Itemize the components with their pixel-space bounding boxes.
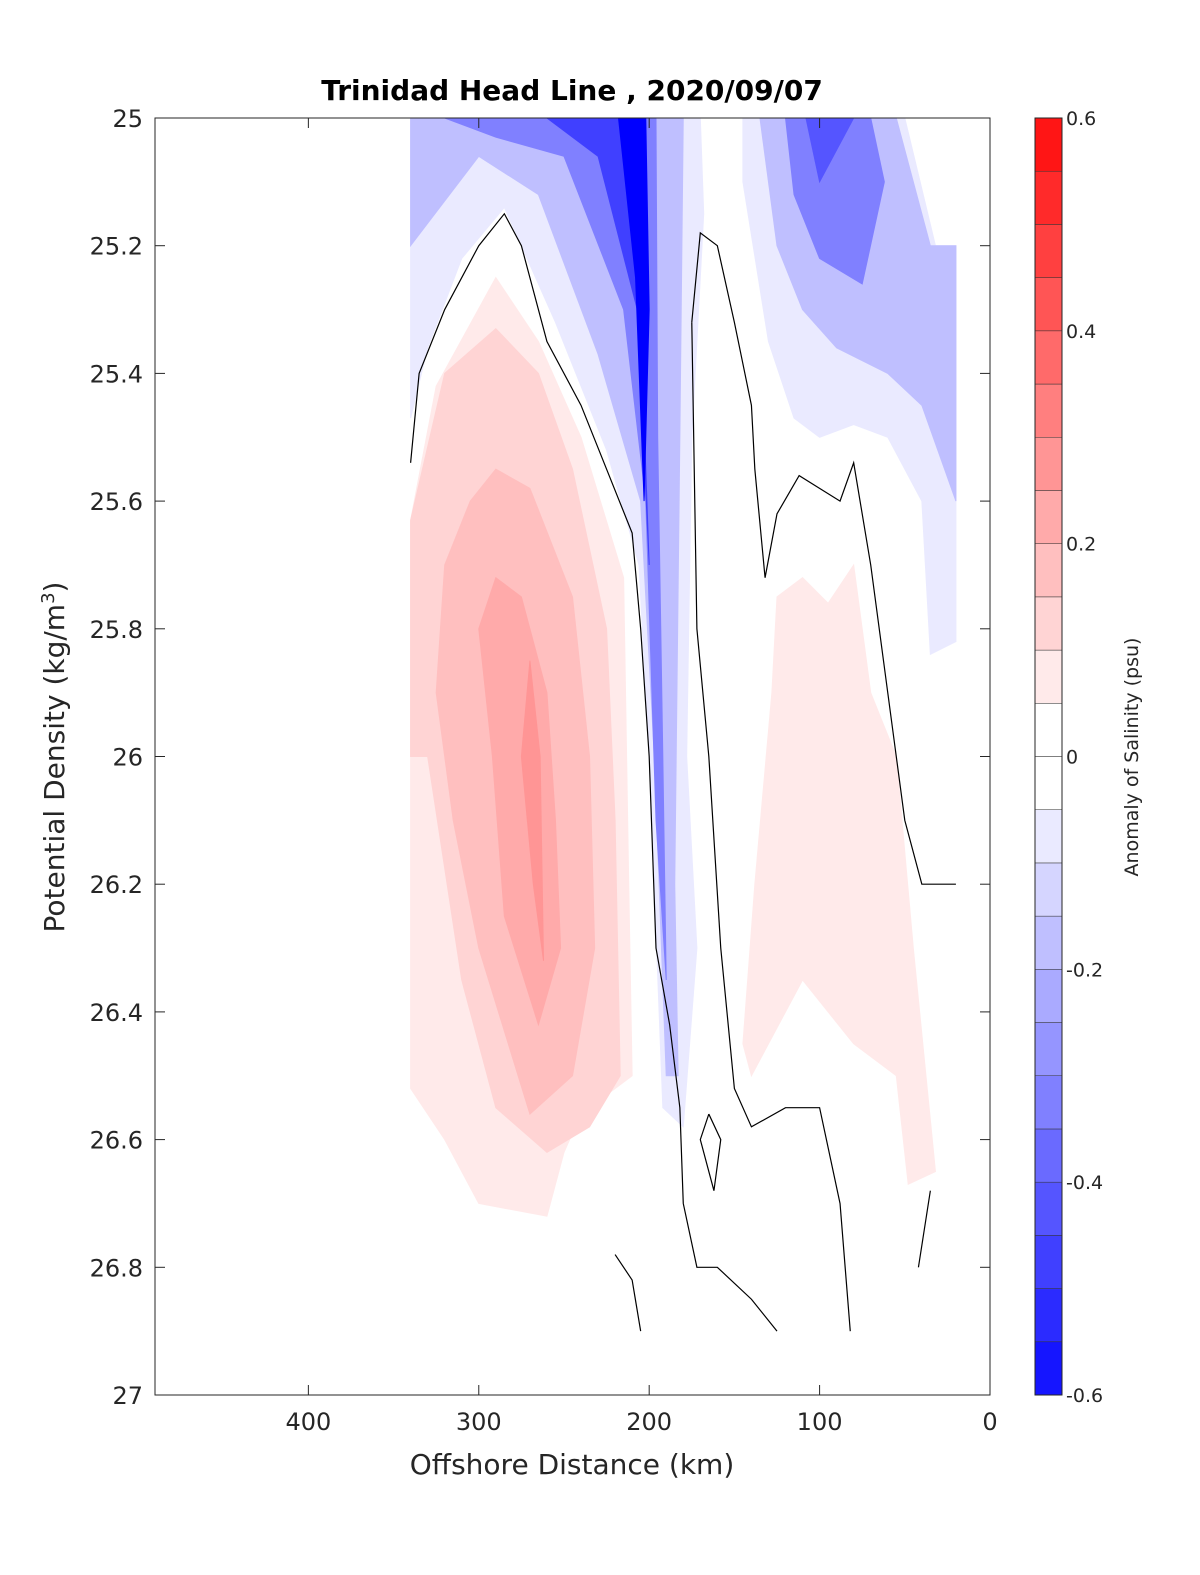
colorbar-band — [1034, 1181, 1063, 1236]
y-tick-label: 26.4 — [90, 999, 143, 1027]
colorbar-tick-label: 0.2 — [1066, 534, 1096, 556]
colorbar-band — [1034, 383, 1063, 438]
x-tick-label: 300 — [456, 1408, 502, 1436]
colorbar-band — [1034, 649, 1063, 704]
colorbar-tick-label: -0.2 — [1066, 959, 1103, 981]
colorbar-tick-label: 0.4 — [1066, 321, 1096, 343]
contour-region — [520, 660, 545, 961]
colorbar-band — [1034, 1235, 1063, 1289]
colorbar-tick-label: -0.4 — [1066, 1172, 1103, 1194]
zero-contour-line — [691, 322, 851, 1332]
filled-contours — [410, 117, 957, 1217]
colorbar-band — [1034, 277, 1063, 332]
y-tick-label: 26.8 — [90, 1254, 143, 1282]
zero-contour-line — [917, 1190, 931, 1268]
y-axis-label: Potential Density (kg/m3) — [38, 582, 72, 933]
colorbar-frame — [1034, 117, 1063, 1396]
colorbar-band — [1034, 117, 1063, 172]
zero-contour-line — [410, 212, 778, 1332]
x-tick-label: 0 — [982, 1408, 997, 1436]
x-tick-label: 400 — [285, 1408, 331, 1436]
colorbar-band — [1034, 1288, 1063, 1343]
colorbar-band — [1034, 862, 1063, 917]
y-tick-label: 26.2 — [90, 871, 143, 899]
x-axis-ticks: 400 300 200 100 0 — [285, 118, 998, 1436]
colorbar-tick-label: 0 — [1066, 747, 1078, 769]
colorbar-band — [1034, 330, 1063, 385]
colorbar — [1034, 117, 1063, 1396]
colorbar-band — [1034, 224, 1063, 278]
colorbar-band — [1034, 915, 1063, 970]
zero-contour-line — [699, 1113, 722, 1191]
colorbar-band — [1034, 437, 1063, 491]
colorbar-ticks: -0.6 -0.4 -0.2 0 0.2 0.4 0.6 — [1066, 108, 1103, 1407]
chart-title: Trinidad Head Line , 2020/09/07 — [321, 74, 823, 107]
y-tick-label: 26 — [112, 744, 143, 772]
colorbar-band — [1034, 1128, 1063, 1183]
y-tick-label: 27 — [112, 1382, 143, 1410]
y-tick-label: 26.6 — [90, 1127, 143, 1155]
zero-contour-lines — [410, 212, 956, 1332]
colorbar-tick-label: 0.6 — [1066, 108, 1096, 130]
x-tick-label: 100 — [797, 1408, 843, 1436]
y-tick-label: 25.2 — [90, 233, 143, 261]
colorbar-band — [1034, 1022, 1063, 1077]
colorbar-band — [1034, 1341, 1063, 1396]
colorbar-tick-label: -0.6 — [1066, 1385, 1103, 1407]
y-tick-label: 25.6 — [90, 488, 143, 516]
colorbar-band — [1034, 543, 1063, 598]
y-tick-label: 25.4 — [90, 360, 143, 388]
colorbar-band — [1034, 969, 1063, 1023]
colorbar-band — [1034, 490, 1063, 544]
colorbar-band — [1034, 756, 1063, 810]
y-tick-label: 25.8 — [90, 616, 143, 644]
colorbar-band — [1034, 703, 1063, 757]
zero-contour-line — [691, 231, 956, 885]
colorbar-band — [1034, 170, 1063, 225]
y-tick-label: 25 — [112, 105, 143, 133]
zero-contour-line — [614, 1254, 642, 1332]
colorbar-band — [1034, 1075, 1063, 1130]
contour-region — [742, 563, 937, 1186]
x-axis-label: Offshore Distance (km) — [410, 1448, 735, 1481]
y-axis-ticks: 25 25.2 25.4 25.6 25.8 26 26.2 26.4 26.6 26.8 27 — [90, 105, 990, 1410]
colorbar-band — [1034, 809, 1063, 864]
x-tick-label: 200 — [626, 1408, 672, 1436]
colorbar-band — [1034, 596, 1063, 651]
colorbar-label: Anomaly of Salinity (psu) — [1121, 638, 1143, 877]
